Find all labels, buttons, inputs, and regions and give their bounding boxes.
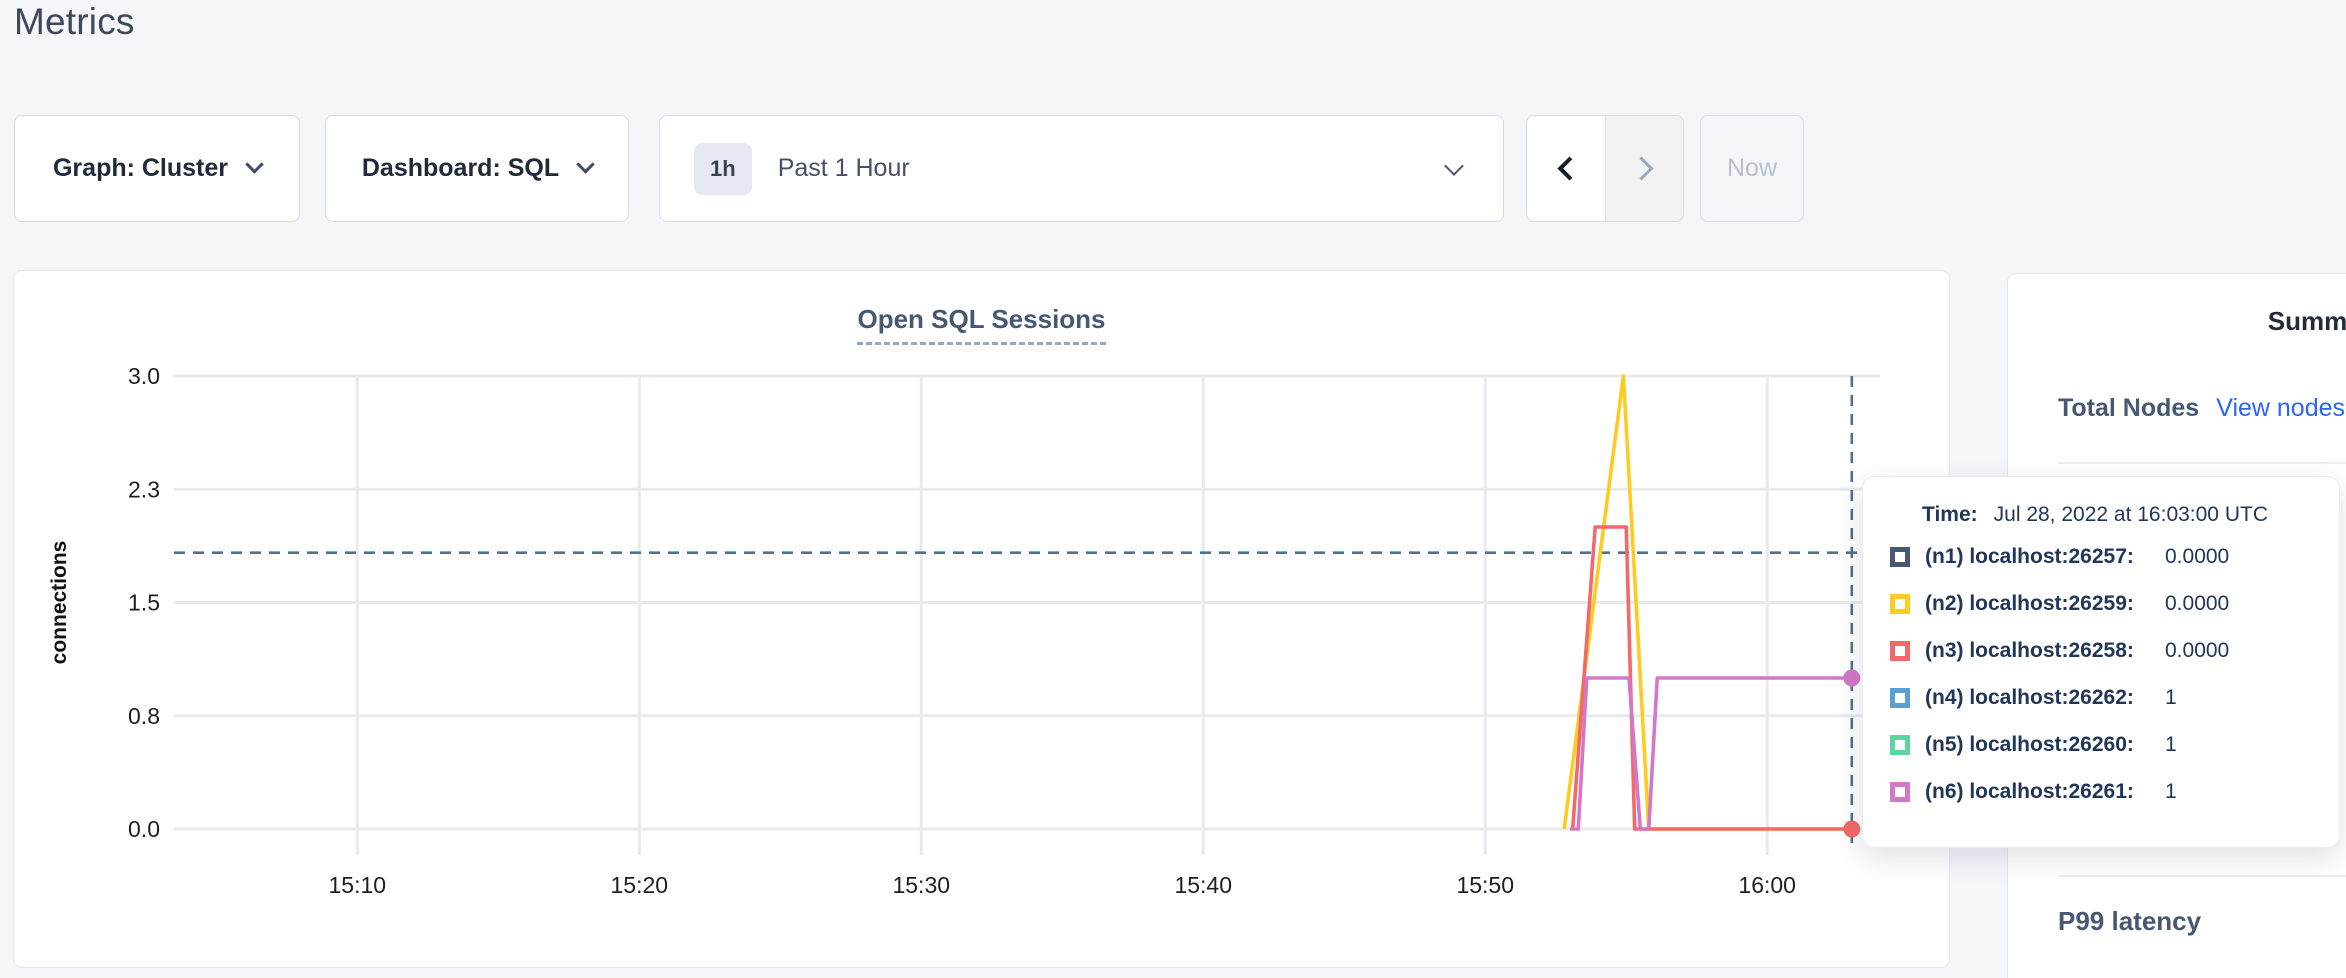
legend-swatch-icon bbox=[1890, 687, 1910, 708]
svg-text:15:10: 15:10 bbox=[329, 872, 387, 898]
total-nodes-label: Total Nodes bbox=[2058, 394, 2200, 422]
total-nodes-row: Total Nodes View nodes bbox=[2058, 394, 2345, 423]
svg-text:0.0: 0.0 bbox=[128, 816, 160, 842]
chart-title-wrap: Open SQL Sessions bbox=[14, 304, 1949, 345]
tooltip-node-label: (n5) localhost:26260: bbox=[1925, 732, 2134, 756]
tooltip-series-row: (n5) localhost:26260: 1 bbox=[1890, 721, 2339, 768]
time-range-badge: 1h bbox=[694, 142, 752, 195]
time-shift-prev-button[interactable] bbox=[1527, 116, 1605, 221]
tooltip-series-row: (n4) localhost:26262: 1 bbox=[1890, 674, 2339, 721]
svg-text:15:50: 15:50 bbox=[1456, 872, 1514, 898]
open-sql-sessions-chart[interactable]: 0.0 0.8 1.5 2.3 3.0 15:10 15:20 15:30 15:40 15:50… bbox=[14, 271, 1948, 966]
tooltip-time-row: Time: Jul 28, 2022 at 16:03:00 UTC bbox=[1890, 497, 2339, 533]
y-axis-label: connections bbox=[48, 541, 71, 665]
time-range-picker[interactable]: 1h Past 1 Hour bbox=[659, 115, 1504, 222]
dashboard-dropdown[interactable]: Dashboard: SQL bbox=[325, 115, 629, 222]
tooltip-node-label: (n6) localhost:26261: bbox=[1925, 779, 2134, 803]
p99-latency-label: P99 latency bbox=[2058, 906, 2202, 936]
now-button-label: Now bbox=[1726, 154, 1777, 182]
series-line-n3 bbox=[1570, 525, 1852, 831]
divider bbox=[2058, 462, 2346, 464]
now-button[interactable]: Now bbox=[1700, 115, 1804, 222]
chevron-down-icon bbox=[245, 155, 264, 174]
svg-text:15:30: 15:30 bbox=[892, 872, 950, 898]
tooltip-node-value: 0.0000 bbox=[2165, 544, 2230, 568]
time-range-label: Past 1 Hour bbox=[777, 154, 910, 182]
tooltip-node-label: (n2) localhost:26259: bbox=[1925, 591, 2134, 615]
tooltip-node-label: (n1) localhost:26257: bbox=[1925, 544, 2134, 568]
divider bbox=[2058, 875, 2346, 877]
hover-dot bbox=[1843, 669, 1861, 687]
tooltip-node-label: (n4) localhost:26262: bbox=[1925, 685, 2134, 709]
tooltip-node-value: 1 bbox=[2165, 732, 2177, 756]
chevron-down-icon bbox=[576, 155, 595, 174]
graph-scope-dropdown[interactable]: Graph: Cluster bbox=[14, 115, 300, 222]
tooltip-node-value: 1 bbox=[2165, 779, 2177, 803]
svg-text:15:40: 15:40 bbox=[1174, 872, 1232, 898]
tooltip-series-row: (n1) localhost:26257: 0.0000 bbox=[1890, 533, 2339, 580]
dashboard-label: Dashboard: SQL bbox=[361, 154, 560, 182]
tooltip-node-value: 1 bbox=[2165, 685, 2177, 709]
tooltip-series-row: (n6) localhost:26261: 1 bbox=[1890, 768, 2339, 815]
view-nodes-link[interactable]: View nodes bbox=[2216, 394, 2346, 422]
chevron-right-icon bbox=[1629, 156, 1654, 181]
time-shift-next-button[interactable] bbox=[1605, 116, 1683, 221]
svg-text:3.0: 3.0 bbox=[128, 363, 160, 389]
grid bbox=[174, 374, 1880, 855]
tooltip-series-row: (n3) localhost:26258: 0.0000 bbox=[1890, 627, 2339, 674]
chevron-down-icon bbox=[1444, 155, 1464, 176]
graph-scope-label: Graph: Cluster bbox=[52, 154, 229, 182]
tooltip-node-label: (n3) localhost:26258: bbox=[1925, 638, 2134, 662]
legend-swatch-icon bbox=[1890, 593, 1910, 614]
svg-text:0.8: 0.8 bbox=[128, 703, 160, 729]
time-shift-buttons bbox=[1526, 115, 1684, 222]
svg-text:2.3: 2.3 bbox=[128, 476, 160, 502]
chart-panel: 0.0 0.8 1.5 2.3 3.0 15:10 15:20 15:30 15:40 15:50… bbox=[13, 270, 1950, 968]
legend-swatch-icon bbox=[1890, 734, 1910, 755]
tooltip-node-value: 0.0000 bbox=[2165, 638, 2230, 662]
svg-text:1.5: 1.5 bbox=[128, 590, 160, 616]
legend-swatch-icon bbox=[1890, 546, 1910, 567]
sidebar-title: Summary bbox=[2267, 306, 2346, 336]
page-title: Metrics bbox=[14, 1, 135, 42]
crosshair bbox=[174, 376, 1880, 847]
svg-text:16:00: 16:00 bbox=[1738, 872, 1796, 898]
chevron-left-icon bbox=[1556, 156, 1582, 181]
series-line-n6 bbox=[1569, 676, 1852, 831]
legend-swatch-icon bbox=[1890, 781, 1910, 802]
tooltip-series-row: (n2) localhost:26259: 0.0000 bbox=[1890, 580, 2339, 627]
tooltip-node-value: 0.0000 bbox=[2165, 591, 2230, 615]
axis-labels: 0.0 0.8 1.5 2.3 3.0 15:10 15:20 15:30 15:40 15:50… bbox=[128, 363, 1796, 898]
chart-hover-tooltip: Time: Jul 28, 2022 at 16:03:00 UTC (n1) … bbox=[1862, 476, 2340, 848]
hover-dot bbox=[1843, 820, 1861, 838]
svg-text:15:20: 15:20 bbox=[610, 872, 668, 898]
tooltip-time-label: Time: bbox=[1922, 503, 1978, 526]
chart-title[interactable]: Open SQL Sessions bbox=[857, 304, 1106, 345]
tooltip-time-value: Jul 28, 2022 at 16:03:00 UTC bbox=[1993, 503, 2268, 526]
legend-swatch-icon bbox=[1890, 640, 1910, 661]
